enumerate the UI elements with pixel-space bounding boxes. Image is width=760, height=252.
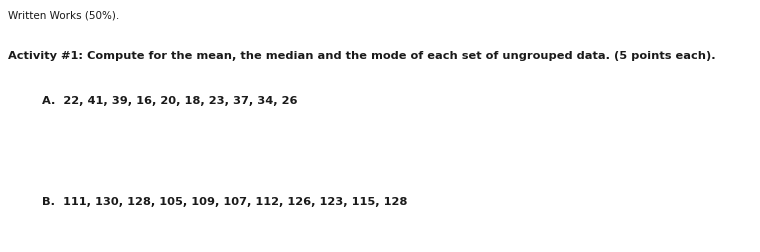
- Text: Activity #1: Compute for the mean, the median and the mode of each set of ungrou: Activity #1: Compute for the mean, the m…: [8, 50, 715, 60]
- Text: B.  111, 130, 128, 105, 109, 107, 112, 126, 123, 115, 128: B. 111, 130, 128, 105, 109, 107, 112, 12…: [42, 197, 407, 207]
- Text: Written Works (50%).: Written Works (50%).: [8, 10, 119, 20]
- Text: A.  22, 41, 39, 16, 20, 18, 23, 37, 34, 26: A. 22, 41, 39, 16, 20, 18, 23, 37, 34, 2…: [42, 96, 297, 106]
